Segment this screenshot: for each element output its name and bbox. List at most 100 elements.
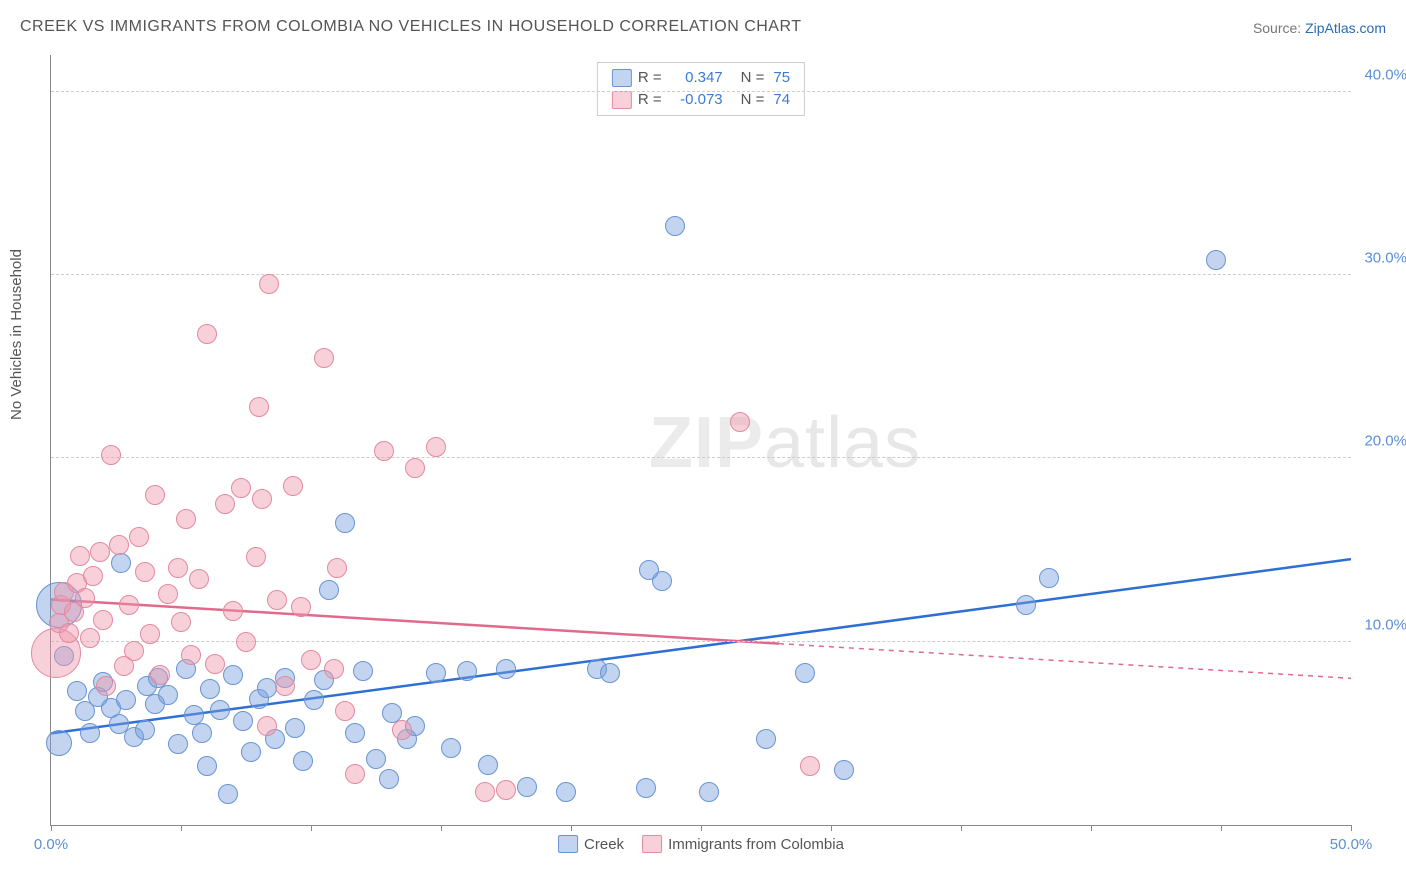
legend-item: Creek [558,835,624,853]
scatter-point [145,485,165,505]
n-value: 75 [773,67,790,89]
scatter-point [379,769,399,789]
watermark-light: atlas [764,403,921,483]
legend-swatch [642,835,662,853]
n-label: N = [741,67,765,89]
r-value: 0.347 [671,67,723,89]
scatter-point [249,397,269,417]
y-axis-label: No Vehicles in Household [8,249,25,420]
source-label: Source: [1253,20,1305,36]
scatter-point [441,738,461,758]
x-tick-label: 0.0% [34,836,68,853]
scatter-point [236,632,256,652]
x-tick [1351,825,1352,831]
y-tick-label: 10.0% [1364,616,1406,633]
x-tick-label: 50.0% [1330,836,1373,853]
scatter-point [80,723,100,743]
scatter-point [496,659,516,679]
scatter-point [756,729,776,749]
legend-stat-row: R =-0.073N =74 [612,89,790,111]
scatter-point [192,723,212,743]
r-value: -0.073 [671,89,723,111]
scatter-point [335,513,355,533]
y-tick-label: 20.0% [1364,433,1406,450]
scatter-point [200,679,220,699]
scatter-point [241,742,261,762]
trend-lines [51,55,1351,825]
scatter-point [197,756,217,776]
scatter-point [215,494,235,514]
scatter-point [223,665,243,685]
scatter-point [478,755,498,775]
legend-item: Immigrants from Colombia [642,835,844,853]
correlation-legend: R =0.347N =75R =-0.073N =74 [597,62,805,116]
scatter-point [834,760,854,780]
scatter-point [665,216,685,236]
scatter-point [124,641,144,661]
scatter-point [405,458,425,478]
scatter-point [158,584,178,604]
scatter-point [636,778,656,798]
legend-swatch [612,69,632,87]
scatter-point [304,690,324,710]
scatter-point [314,348,334,368]
scatter-point [80,628,100,648]
scatter-point [135,562,155,582]
scatter-point [46,730,72,756]
scatter-point [285,718,305,738]
scatter-point [699,782,719,802]
scatter-point [171,612,191,632]
gridline-horizontal [51,274,1351,275]
r-label: R = [638,89,662,111]
legend-swatch [612,91,632,109]
scatter-point [1039,568,1059,588]
scatter-point [135,720,155,740]
scatter-point [283,476,303,496]
scatter-point [556,782,576,802]
scatter-point [730,412,750,432]
scatter-point [259,274,279,294]
scatter-point [140,624,160,644]
watermark: ZIPatlas [649,402,921,484]
scatter-point [168,558,188,578]
legend-label: Creek [584,836,624,853]
scatter-point [257,678,277,698]
scatter-point [111,553,131,573]
scatter-point [233,711,253,731]
scatter-point [517,777,537,797]
scatter-point [426,663,446,683]
scatter-point [158,685,178,705]
scatter-point [189,569,209,589]
scatter-point [457,661,477,681]
scatter-point [275,676,295,696]
legend-stat-row: R =0.347N =75 [612,67,790,89]
scatter-point [181,645,201,665]
scatter-point [252,489,272,509]
x-tick [311,825,312,831]
scatter-point [639,560,659,580]
scatter-point [800,756,820,776]
scatter-point [168,734,188,754]
scatter-point [116,690,136,710]
source-link[interactable]: ZipAtlas.com [1305,20,1386,36]
scatter-point [93,610,113,630]
scatter-point [345,723,365,743]
gridline-horizontal [51,457,1351,458]
source-attribution: Source: ZipAtlas.com [1253,20,1386,36]
x-tick [961,825,962,831]
scatter-point [324,659,344,679]
scatter-point [109,535,129,555]
scatter-point [374,441,394,461]
scatter-point [90,542,110,562]
legend-swatch [558,835,578,853]
scatter-point [1206,250,1226,270]
scatter-point [119,595,139,615]
n-value: 74 [773,89,790,111]
scatter-point [795,663,815,683]
scatter-point [353,661,373,681]
scatter-point [101,445,121,465]
scatter-point [129,527,149,547]
x-tick [1221,825,1222,831]
scatter-point [319,580,339,600]
scatter-point [218,784,238,804]
